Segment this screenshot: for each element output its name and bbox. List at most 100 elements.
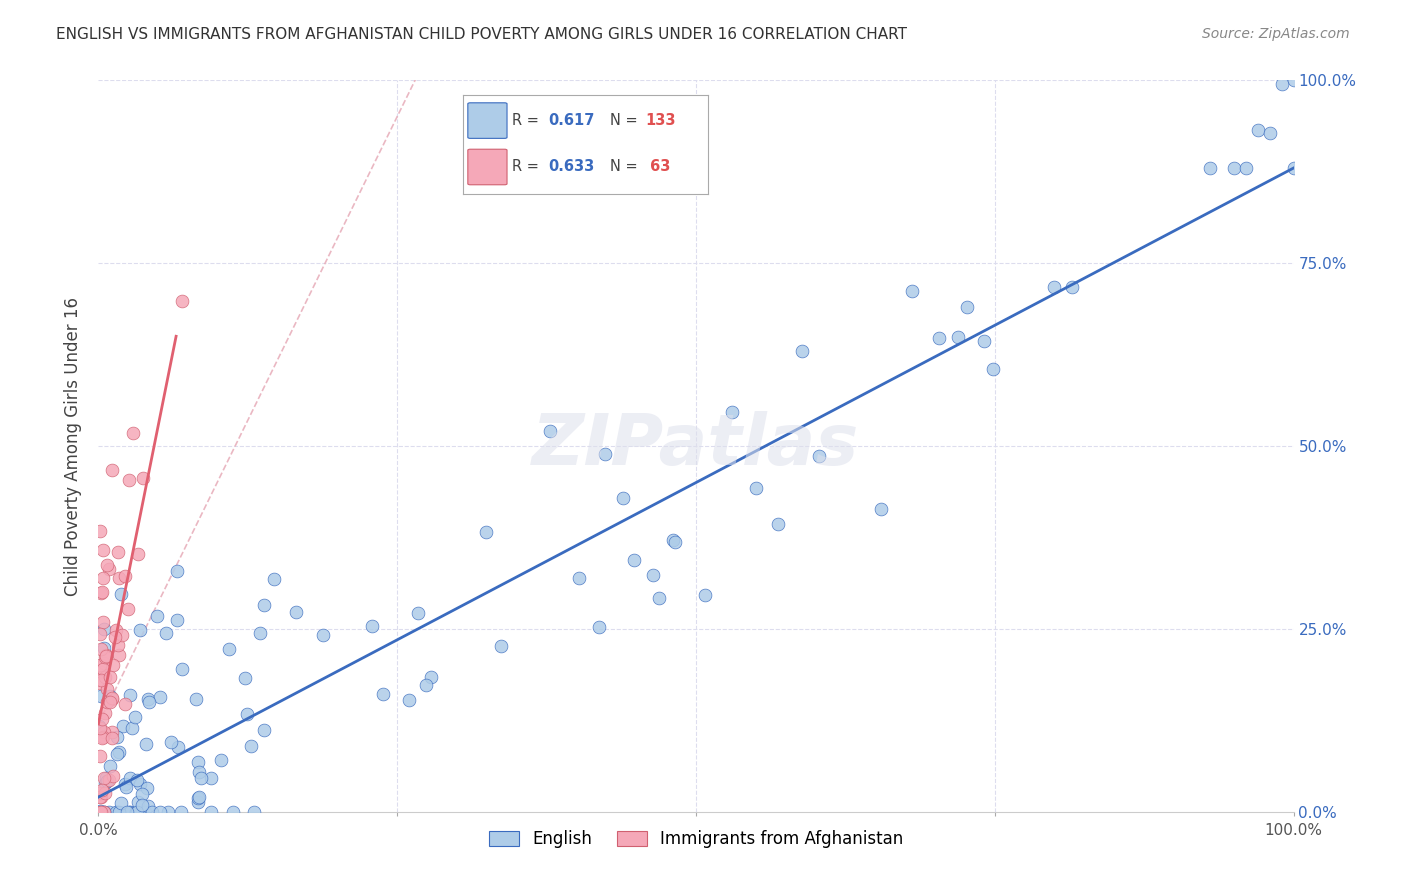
Point (105, 805, 128, 819)
Point (94, 649, 117, 664)
Point (101, 731, 124, 745)
Point (1234, 161, 1257, 175)
Point (94, 648, 117, 662)
Point (131, 788, 153, 802)
Point (101, 463, 124, 477)
Point (188, 790, 211, 805)
Point (612, 491, 634, 505)
Point (643, 567, 665, 582)
Point (475, 525, 498, 540)
Point (1062, 280, 1084, 294)
Point (89, 789, 111, 804)
Point (187, 791, 209, 805)
Point (253, 723, 276, 738)
Point (415, 678, 437, 692)
Point (218, 642, 240, 657)
Point (91, 542, 114, 557)
Point (1223, 161, 1246, 175)
Point (89, 721, 111, 735)
Point (170, 805, 193, 819)
Point (166, 565, 188, 579)
Point (249, 626, 271, 640)
Point (90, 673, 112, 687)
Point (94, 706, 117, 721)
Point (89, 720, 111, 734)
Point (93, 725, 115, 739)
Point (361, 619, 384, 633)
Point (122, 425, 145, 440)
Point (149, 805, 172, 819)
Point (93, 805, 115, 819)
Point (489, 639, 512, 653)
Point (131, 471, 153, 485)
Point (157, 805, 180, 819)
Point (89, 804, 111, 818)
Point (93, 771, 115, 785)
Point (94, 776, 117, 790)
Point (96, 681, 118, 696)
Point (398, 693, 420, 707)
Point (1199, 161, 1222, 175)
Point (263, 572, 285, 586)
Point (155, 625, 177, 640)
Point (89, 805, 111, 819)
Point (127, 795, 149, 809)
Point (136, 692, 159, 706)
Point (89, 676, 111, 690)
Point (98, 805, 121, 819)
Point (900, 284, 922, 298)
Point (110, 797, 132, 811)
Point (928, 330, 950, 344)
Point (104, 805, 127, 819)
Point (93, 805, 115, 819)
Text: ENGLISH VS IMMIGRANTS FROM AFGHANISTAN CHILD POVERTY AMONG GIRLS UNDER 16 CORREL: ENGLISH VS IMMIGRANTS FROM AFGHANISTAN C… (56, 27, 907, 42)
Point (101, 770, 124, 784)
Point (166, 740, 188, 755)
Point (91, 615, 114, 629)
Point (104, 630, 127, 644)
Point (90, 586, 112, 600)
Point (721, 405, 744, 419)
Point (105, 730, 128, 744)
Point (90, 790, 112, 805)
Point (98, 695, 121, 709)
Point (128, 777, 150, 791)
Point (253, 598, 276, 612)
Point (243, 805, 266, 819)
Point (138, 695, 160, 709)
Point (112, 718, 135, 732)
Point (91, 570, 114, 584)
Point (568, 570, 591, 584)
Point (98, 759, 121, 773)
Point (98, 562, 121, 576)
Point (127, 805, 149, 819)
Point (1247, 123, 1270, 137)
Point (588, 620, 610, 634)
Text: ZIPatlas: ZIPatlas (533, 411, 859, 481)
Point (110, 587, 132, 601)
Point (973, 334, 995, 348)
Point (235, 707, 257, 722)
Point (125, 772, 148, 787)
Point (98, 670, 121, 684)
Point (131, 797, 153, 812)
Point (190, 772, 212, 786)
Point (114, 780, 136, 794)
Point (1271, 77, 1294, 91)
Text: Source: ZipAtlas.com: Source: ZipAtlas.com (1202, 27, 1350, 41)
Point (93, 640, 115, 655)
Point (149, 690, 172, 704)
Point (808, 449, 831, 463)
Point (93, 805, 115, 819)
Point (89, 749, 111, 764)
Point (89, 719, 111, 733)
Point (1282, 73, 1305, 87)
Point (623, 553, 645, 567)
Point (96, 773, 118, 788)
Point (141, 805, 163, 819)
Point (406, 606, 429, 620)
Point (89, 524, 111, 538)
Point (104, 623, 127, 637)
Point (127, 547, 149, 561)
Point (108, 648, 131, 662)
